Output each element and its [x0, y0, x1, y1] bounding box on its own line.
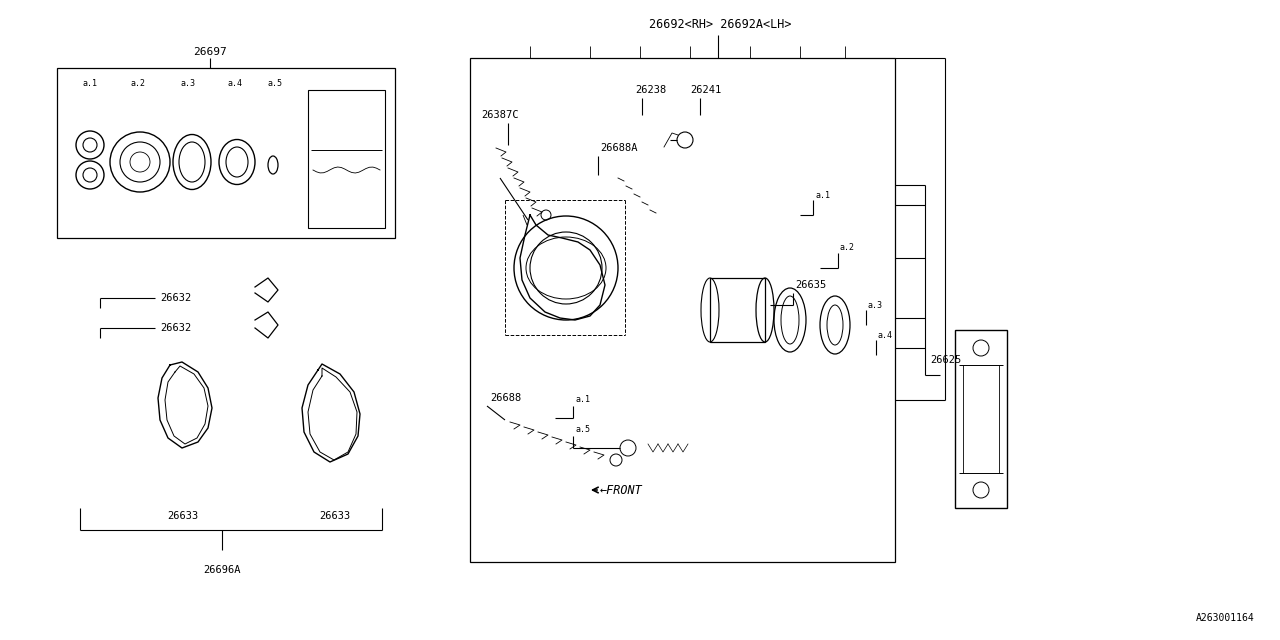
Text: a.4: a.4	[228, 79, 242, 88]
Bar	[710, 278, 765, 342]
Text: a.4: a.4	[878, 330, 893, 339]
Text: 26696A: 26696A	[204, 565, 241, 575]
Text: 26635: 26635	[795, 280, 827, 290]
Text: 26688A: 26688A	[600, 143, 637, 153]
Text: a.2: a.2	[840, 243, 855, 253]
Text: a.1: a.1	[575, 396, 590, 404]
Text: a.5: a.5	[268, 79, 283, 88]
Text: A263001164: A263001164	[1197, 613, 1254, 623]
Text: 26688: 26688	[490, 393, 521, 403]
Text: 26633: 26633	[168, 511, 198, 521]
Text: 26238: 26238	[635, 85, 667, 95]
Text: ←FRONT: ←FRONT	[600, 483, 643, 497]
Text: 26632: 26632	[160, 293, 191, 303]
Bar	[955, 330, 1007, 508]
Bar	[308, 90, 385, 228]
Text: a.1: a.1	[815, 191, 829, 200]
Bar	[470, 58, 895, 562]
Text: 26692<RH> 26692A<LH>: 26692<RH> 26692A<LH>	[649, 19, 791, 31]
Text: 26625: 26625	[931, 355, 961, 365]
Text: 26697: 26697	[193, 47, 227, 57]
Text: 26633: 26633	[320, 511, 351, 521]
Text: 26241: 26241	[690, 85, 721, 95]
Text: a.3: a.3	[180, 79, 196, 88]
Text: 26632: 26632	[160, 323, 191, 333]
Text: a.3: a.3	[868, 301, 883, 310]
Text: 26387C: 26387C	[481, 110, 518, 120]
Text: a.2: a.2	[131, 79, 146, 88]
Text: a.5: a.5	[575, 426, 590, 435]
Bar	[58, 68, 396, 238]
Text: a.1: a.1	[82, 79, 97, 88]
